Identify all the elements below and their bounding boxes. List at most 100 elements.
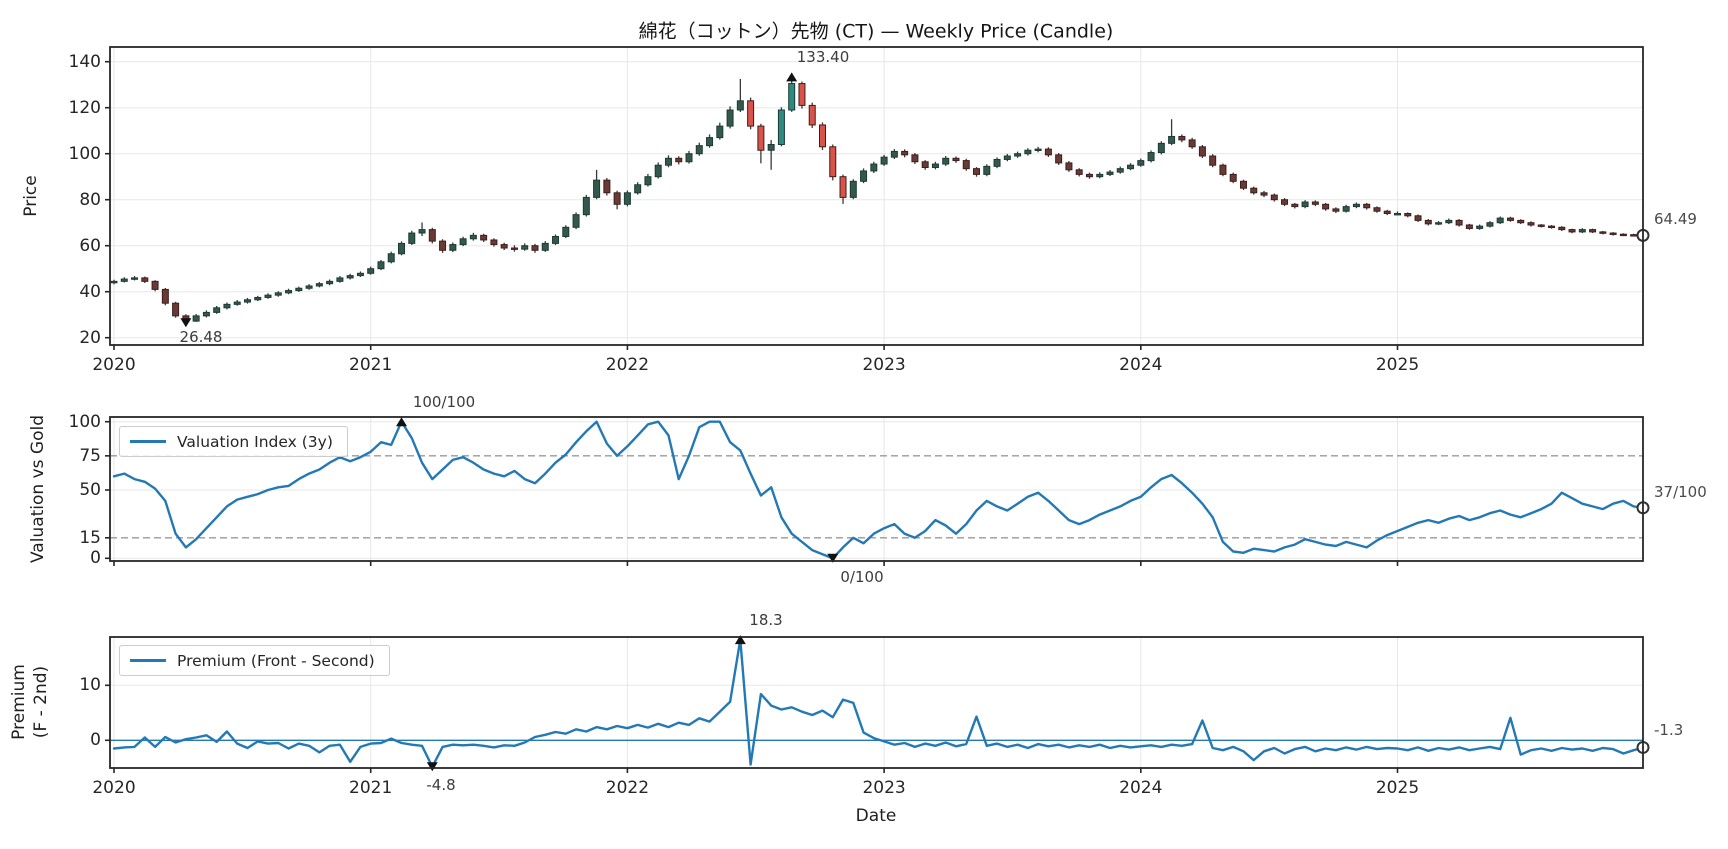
candle-down bbox=[480, 234, 488, 241]
candle-up bbox=[1578, 229, 1586, 233]
candle-down bbox=[675, 157, 683, 163]
candle-up bbox=[572, 214, 580, 228]
candle-down bbox=[1281, 199, 1289, 205]
premium-xtick-label: 2020 bbox=[92, 778, 136, 798]
candle-down bbox=[1198, 146, 1206, 157]
candle-up bbox=[942, 157, 950, 165]
candle-down bbox=[500, 244, 508, 249]
candle-up bbox=[202, 311, 210, 317]
candle-up bbox=[1014, 153, 1022, 157]
candle-up bbox=[644, 176, 652, 186]
premium-ytick-label: 10 bbox=[79, 675, 101, 696]
candle-down bbox=[747, 100, 755, 127]
candle-up bbox=[1137, 160, 1145, 166]
valuation-ytick-label: 100 bbox=[68, 411, 101, 432]
premium-xtick-label: 2024 bbox=[1119, 778, 1163, 798]
candle-down bbox=[141, 277, 149, 282]
panel-border bbox=[109, 46, 1644, 346]
candle-up bbox=[685, 153, 693, 163]
candle-down bbox=[1537, 224, 1545, 227]
candle-down bbox=[613, 192, 621, 205]
candle-up bbox=[1301, 201, 1309, 208]
candle-down bbox=[1332, 208, 1340, 212]
candle-up bbox=[521, 245, 529, 250]
candle-up bbox=[315, 283, 323, 287]
candle-up bbox=[254, 296, 262, 301]
price-xtick-label: 2021 bbox=[349, 355, 393, 375]
price-ytick-label: 100 bbox=[68, 143, 101, 164]
candle-bodies bbox=[110, 83, 1648, 322]
price-last-value-label: 64.49 bbox=[1654, 210, 1697, 228]
candle-down bbox=[808, 104, 816, 126]
premium-axis-label: Premium (F - 2nd) bbox=[8, 664, 51, 740]
candle-down bbox=[911, 154, 919, 163]
candle-up bbox=[706, 137, 714, 147]
candle-up bbox=[593, 179, 601, 198]
candle-down bbox=[1188, 139, 1196, 148]
candle-down bbox=[1219, 164, 1227, 175]
candle-down bbox=[973, 168, 981, 175]
candle-up bbox=[264, 294, 272, 298]
premium-xtick-label: 2021 bbox=[349, 778, 393, 798]
candle-down bbox=[161, 288, 169, 304]
candle-down bbox=[1250, 187, 1258, 194]
candle-down bbox=[1209, 155, 1217, 166]
price-ytick-label: 120 bbox=[68, 97, 101, 118]
max-arrow-marker bbox=[396, 417, 408, 427]
chart-title: 綿花（コットン）先物 (CT) — Weekly Price (Candle) bbox=[638, 20, 1114, 43]
candle-up bbox=[418, 229, 426, 234]
candle-down bbox=[428, 229, 436, 242]
candle-up bbox=[849, 180, 857, 198]
min-arrow-marker bbox=[180, 318, 192, 328]
candle-up bbox=[777, 109, 785, 145]
candle-up bbox=[788, 83, 796, 111]
panel-border bbox=[109, 636, 1644, 769]
price-ytick-label: 60 bbox=[79, 235, 101, 256]
premium-legend-line-icon bbox=[130, 659, 166, 662]
candle-down bbox=[531, 245, 539, 251]
premium-legend: Premium (Front - Second) bbox=[119, 645, 390, 676]
candle-up bbox=[664, 157, 672, 166]
candle-up bbox=[890, 150, 898, 158]
candle-down bbox=[1589, 229, 1597, 233]
candle-down bbox=[921, 161, 929, 168]
valuation-panel bbox=[105, 416, 1650, 566]
valuation-axis-label: Valuation vs Gold bbox=[27, 414, 48, 564]
valuation-legend-label: Valuation Index (3y) bbox=[177, 432, 333, 451]
candle-up bbox=[1445, 219, 1453, 224]
candle-down bbox=[1506, 217, 1514, 221]
candle-down bbox=[1178, 135, 1186, 141]
candle-up bbox=[1127, 164, 1135, 170]
candle-down bbox=[1065, 162, 1073, 171]
candle-down bbox=[1270, 194, 1278, 201]
candle-down bbox=[1548, 225, 1556, 229]
candle-up bbox=[1096, 173, 1104, 178]
candle-up bbox=[326, 280, 334, 285]
candle-down bbox=[1609, 232, 1617, 235]
candle-down bbox=[1322, 203, 1330, 210]
candle-up bbox=[295, 287, 303, 292]
candle-up bbox=[716, 125, 724, 139]
date-axis-label: Date bbox=[855, 806, 897, 826]
price-xtick-label: 2022 bbox=[605, 355, 650, 375]
price-axis-label: Price bbox=[20, 175, 41, 217]
candle-up bbox=[398, 242, 406, 255]
candle-down bbox=[1383, 210, 1391, 214]
premium-legend-label: Premium (Front - Second) bbox=[177, 651, 375, 670]
candle-up bbox=[767, 144, 775, 151]
candle-up bbox=[726, 109, 734, 127]
candle-up bbox=[469, 234, 477, 240]
candle-up bbox=[860, 170, 868, 182]
candle-down bbox=[1455, 219, 1463, 226]
candle-down bbox=[1414, 215, 1422, 221]
candle-up bbox=[192, 315, 200, 322]
candle-down bbox=[1373, 207, 1381, 212]
min-arrow-marker bbox=[426, 762, 438, 772]
valuation-last-value-label: 37/100 bbox=[1654, 483, 1707, 501]
candle-up bbox=[931, 163, 939, 169]
premium-xtick-label: 2025 bbox=[1375, 778, 1420, 798]
candle-down bbox=[510, 247, 518, 250]
candle-up bbox=[983, 165, 991, 175]
candle-down bbox=[1424, 219, 1432, 225]
